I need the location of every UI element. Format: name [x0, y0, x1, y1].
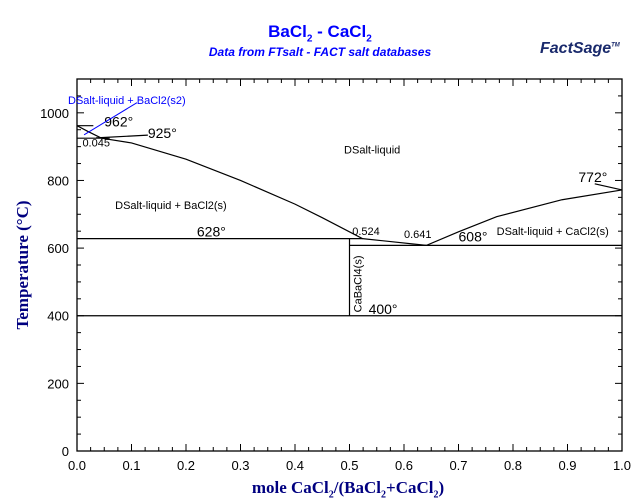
x-tick-label: 0.9	[558, 458, 576, 473]
xlabel-part: mole CaCl	[251, 478, 329, 497]
x-tick-label: 0.0	[68, 458, 86, 473]
logo-text: FactSage	[540, 40, 612, 57]
x-tick-label: 0.8	[504, 458, 522, 473]
y-tick-label: 600	[47, 241, 69, 256]
x-tick-label: 0.6	[395, 458, 413, 473]
factsage-logo: FactSageTM	[540, 40, 620, 57]
blue-leader-line	[83, 102, 138, 136]
annotation-label: 772°	[578, 169, 607, 185]
leader-772	[594, 183, 623, 191]
annotation-label: 608°	[459, 228, 488, 244]
xlabel-sub: 2	[328, 489, 334, 501]
title-text-2: - CaCl	[312, 22, 367, 41]
annotation-label: 0.045	[82, 138, 110, 150]
annotation-label: DSalt-liquid + CaCl2(s)	[497, 226, 609, 238]
y-tick-label: 400	[47, 309, 69, 324]
x-tick-label: 0.5	[340, 458, 358, 473]
annotation-label: 0.641	[404, 229, 432, 241]
annotation-label: DSalt-liquid	[344, 144, 400, 156]
y-tick-label: 200	[47, 376, 69, 391]
title-sub-2: 2	[366, 33, 372, 45]
annotation-label: DSalt-liquid + BaCl2(s)	[115, 200, 227, 212]
chart-subtitle: Data from FTsalt - FACT salt databases	[208, 45, 432, 59]
x-tick-label: 0.1	[122, 458, 140, 473]
blue-region-label: DSalt-liquid + BaCl2(s2)	[68, 95, 186, 107]
xlabel-sub: 2	[381, 489, 387, 501]
x-tick-label: 0.2	[177, 458, 195, 473]
x-axis-label: mole CaCl2/(BaCl2+CaCl2)	[0, 478, 640, 500]
y-tick-label: 1000	[40, 106, 69, 121]
x-tick-label: 0.4	[286, 458, 304, 473]
compound-label: CaBaCl4(s)	[353, 255, 365, 312]
annotation-label: 400°	[369, 301, 398, 317]
xlabel-part: )	[438, 478, 445, 497]
y-tick-label: 800	[47, 173, 69, 188]
xlabel-part: +CaCl	[386, 478, 434, 497]
liquidus-line	[76, 125, 623, 246]
x-tick-label: 0.7	[449, 458, 467, 473]
annotation-label: 628°	[197, 223, 226, 239]
x-tick-label: 1.0	[613, 458, 631, 473]
xlabel-part: /(BaCl	[333, 478, 382, 497]
chart-title: BaCl2 - CaCl2	[0, 22, 640, 44]
s2-boundary	[96, 134, 148, 139]
annotation-label: 962°	[104, 113, 133, 129]
annotation-label: 0.524	[352, 226, 380, 238]
title-text: BaCl	[268, 22, 307, 41]
annotation-label: 925°	[148, 125, 177, 141]
title-sub: 2	[306, 33, 313, 45]
xlabel-sub: 2	[433, 489, 439, 501]
y-tick-label: 0	[62, 444, 69, 459]
x-tick-label: 0.3	[231, 458, 249, 473]
